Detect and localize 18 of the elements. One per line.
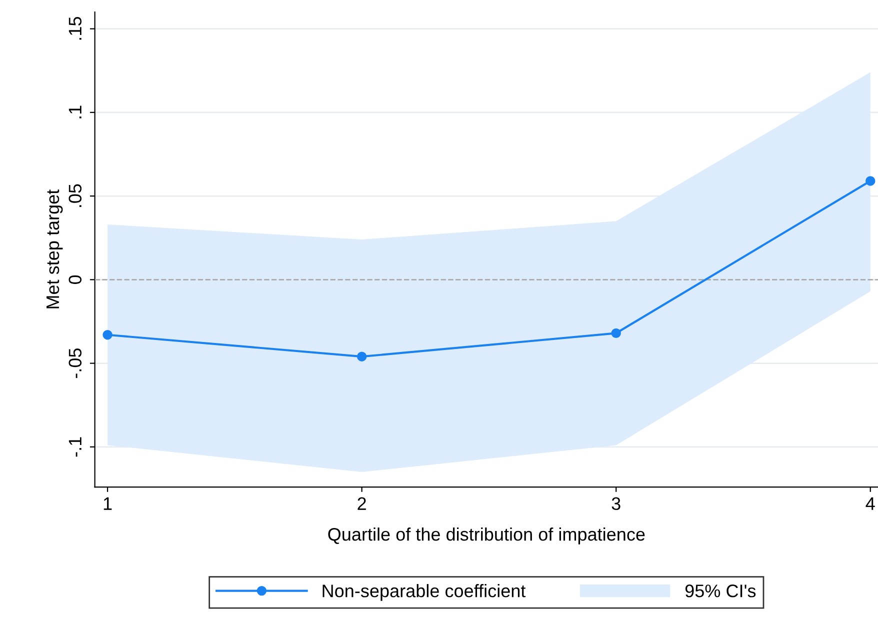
- y-tick-label: 0: [68, 275, 82, 284]
- point: [611, 328, 621, 338]
- y-tick-label: -.05: [68, 348, 82, 378]
- point: [866, 176, 876, 186]
- y-axis-title: Met step target: [46, 189, 63, 308]
- x-tick-label: 1: [104, 497, 112, 510]
- y-tick-label: .05: [68, 184, 82, 207]
- y-tick-label: .15: [68, 16, 82, 40]
- point: [102, 330, 112, 340]
- point: [356, 352, 367, 362]
- x-tick-label: 3: [612, 497, 620, 510]
- x-axis-title: Quartile of the distribution of impatience: [328, 527, 645, 544]
- text: 95% CI's: [685, 584, 756, 598]
- x-tick-label: 4: [866, 497, 875, 510]
- y-tick-label: -.1: [68, 437, 82, 457]
- text: Non-separable coefficient: [322, 584, 526, 601]
- x-tick-label: 2: [358, 497, 366, 510]
- y-tick-label: .1: [68, 106, 82, 118]
